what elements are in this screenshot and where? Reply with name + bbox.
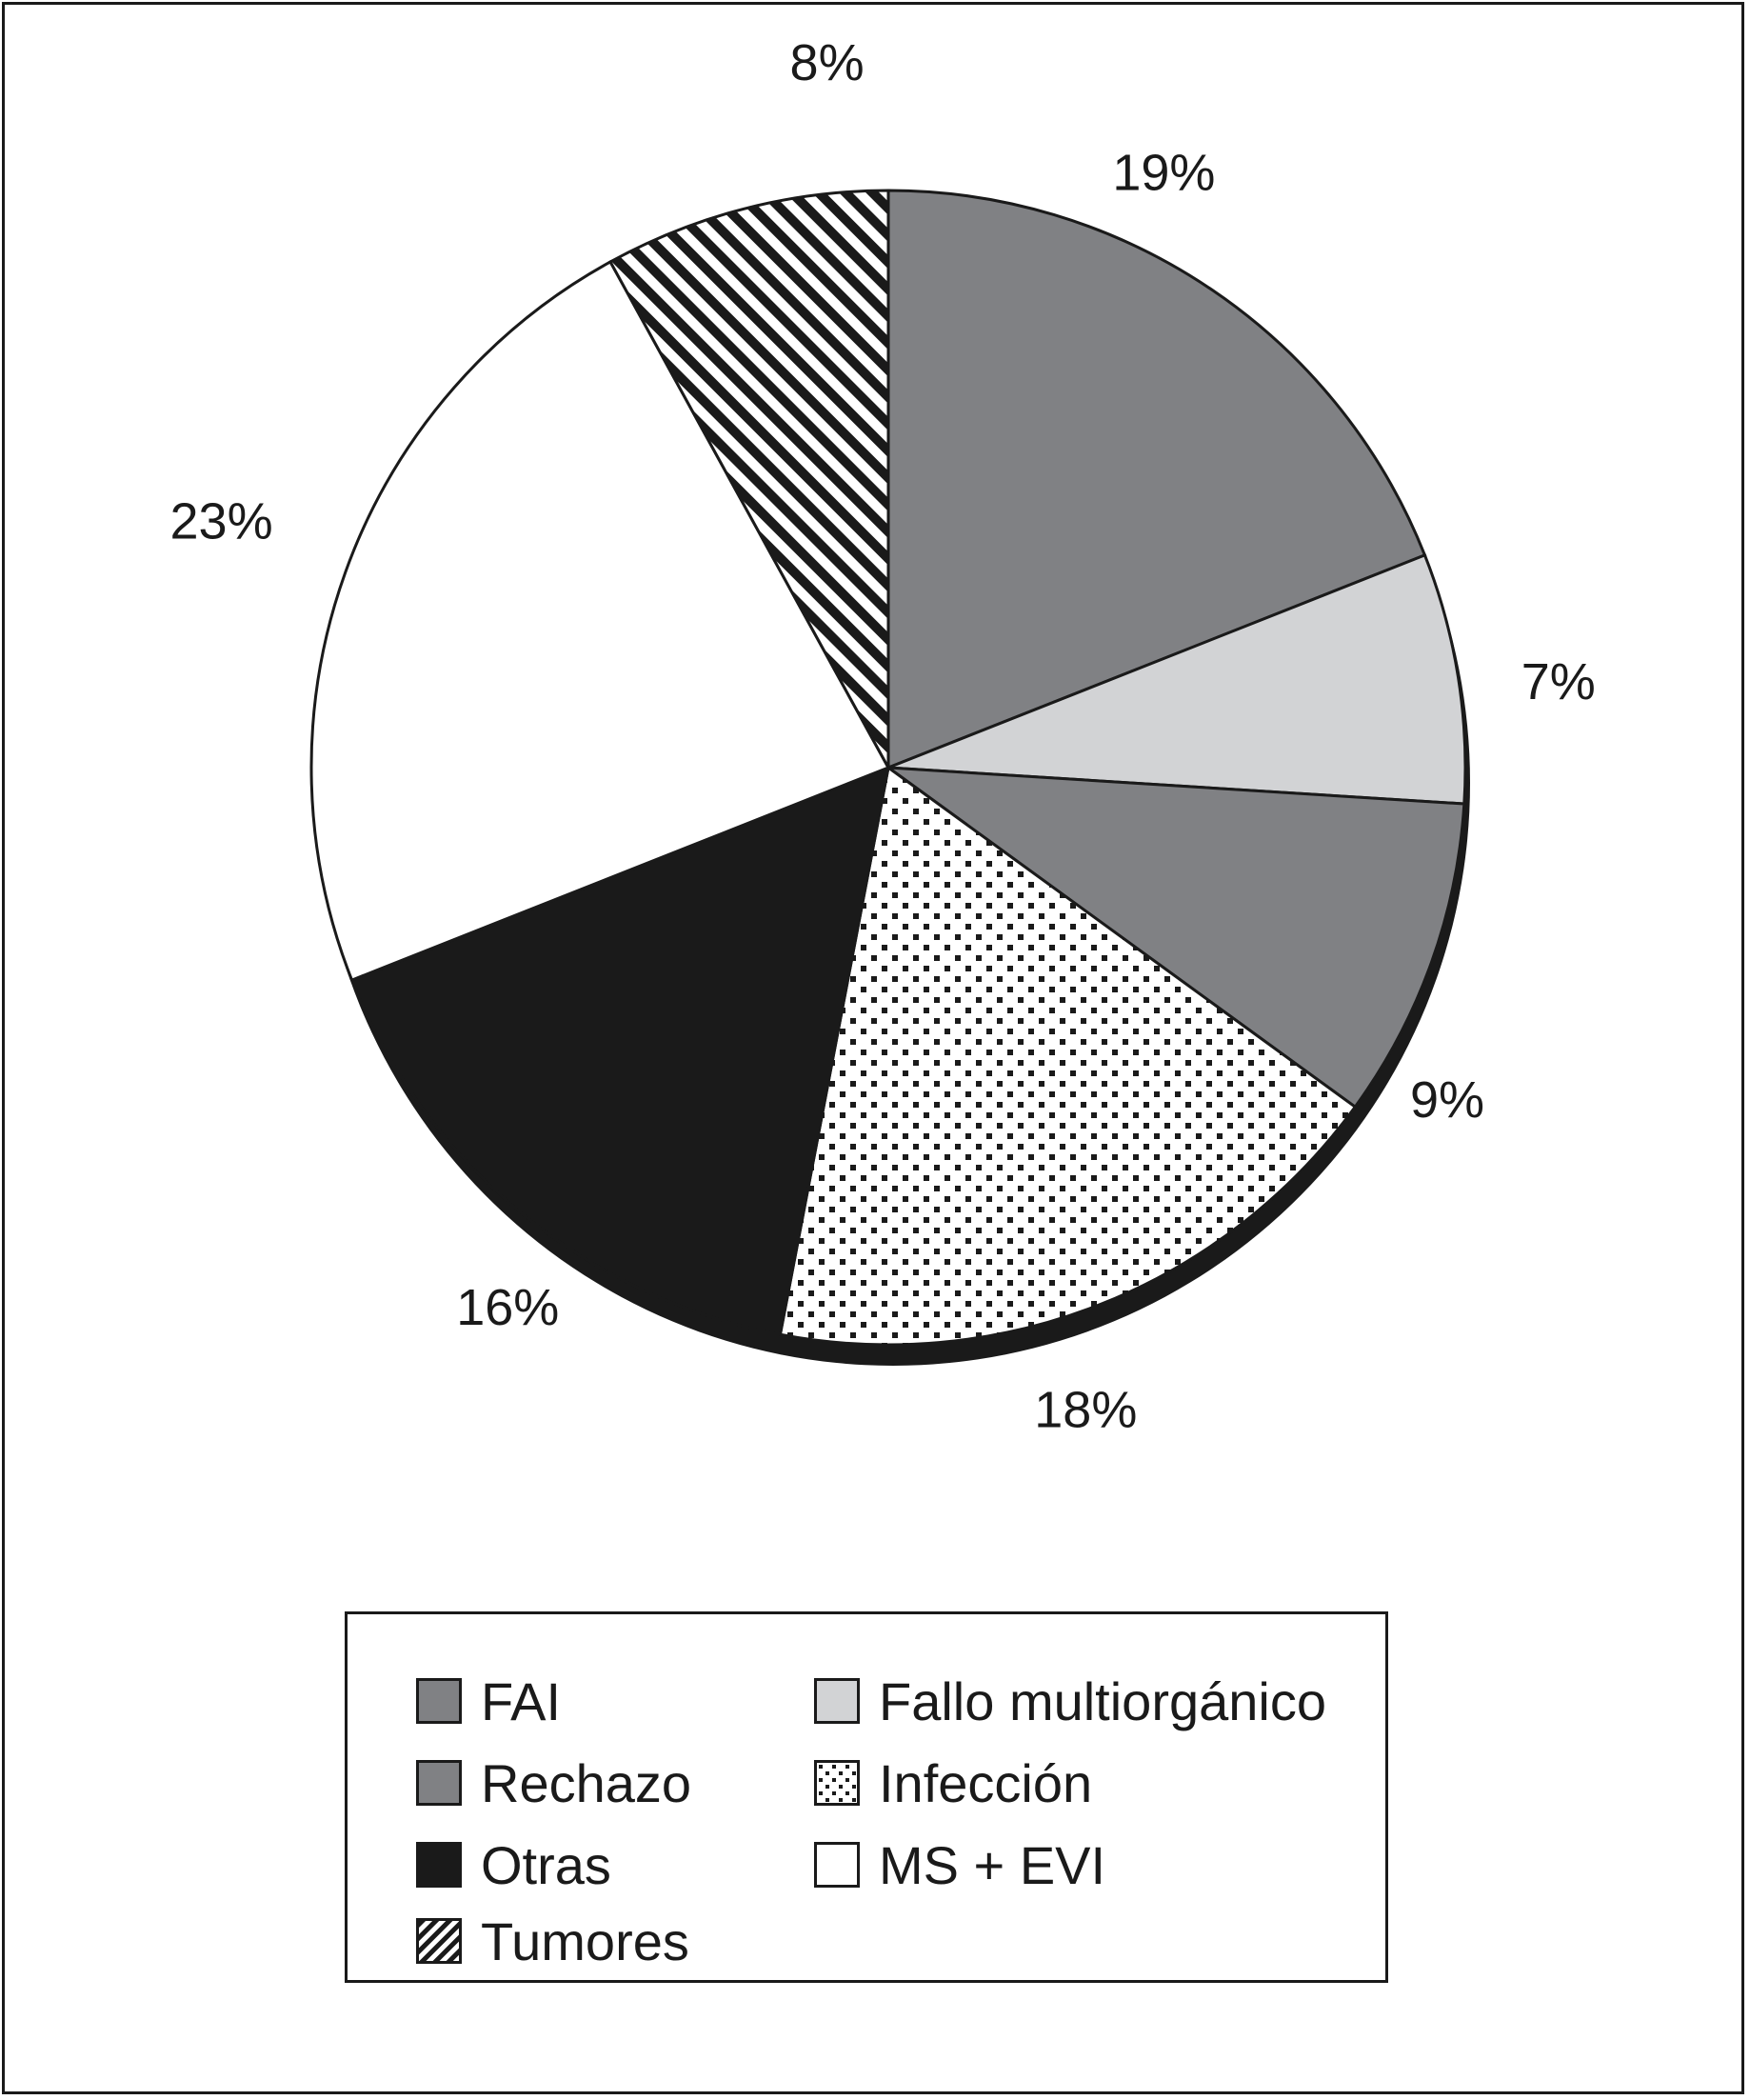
legend-swatch	[814, 1760, 860, 1806]
pie-slice-fallo-multiorg-nico	[887, 552, 1467, 806]
slice-value-label: 7%	[1521, 653, 1596, 710]
slice-value-label: 23%	[170, 492, 273, 550]
legend-label: Otras	[481, 1834, 611, 1895]
pie-slice-fai	[886, 189, 1427, 770]
legend-swatch	[416, 1842, 462, 1888]
pie-slice-otras	[349, 765, 890, 1337]
slice-value-label: 19%	[1112, 145, 1215, 202]
legend-swatch	[416, 1918, 462, 1964]
legend-label: Infección	[879, 1752, 1093, 1813]
legend-label: Fallo multiorgánico	[879, 1670, 1326, 1731]
legend-label: FAI	[481, 1670, 562, 1731]
legend-item: Infección	[814, 1750, 1092, 1816]
legend-swatch	[814, 1842, 860, 1888]
legend-item: FAI	[416, 1668, 561, 1734]
legend-item: Tumores	[416, 1908, 689, 1974]
pie-slice-ms-evi	[309, 259, 891, 983]
pie-slice-infecci-n	[778, 765, 1358, 1347]
slice-value-label: 8%	[790, 34, 865, 91]
slice-value-label: 18%	[1034, 1381, 1137, 1438]
pie-slice-tumores	[608, 189, 890, 769]
legend-label: Rechazo	[481, 1752, 692, 1813]
slice-value-label: 16%	[456, 1279, 559, 1336]
legend-item: Fallo multiorgánico	[814, 1668, 1326, 1734]
legend-label: MS + EVI	[879, 1834, 1106, 1895]
legend-swatch	[814, 1678, 860, 1724]
legend-label: Tumores	[481, 1910, 689, 1971]
legend: FAI Fallo multiorgánico Rechazo Infección Ot…	[345, 1611, 1388, 1983]
pie-slice-rechazo	[883, 766, 1466, 1110]
legend-item: Otras	[416, 1831, 611, 1898]
legend-swatch	[416, 1760, 462, 1806]
legend-swatch	[416, 1678, 462, 1724]
legend-item: MS + EVI	[814, 1831, 1105, 1898]
slice-value-label: 9%	[1410, 1071, 1484, 1129]
legend-item: Rechazo	[416, 1750, 691, 1816]
